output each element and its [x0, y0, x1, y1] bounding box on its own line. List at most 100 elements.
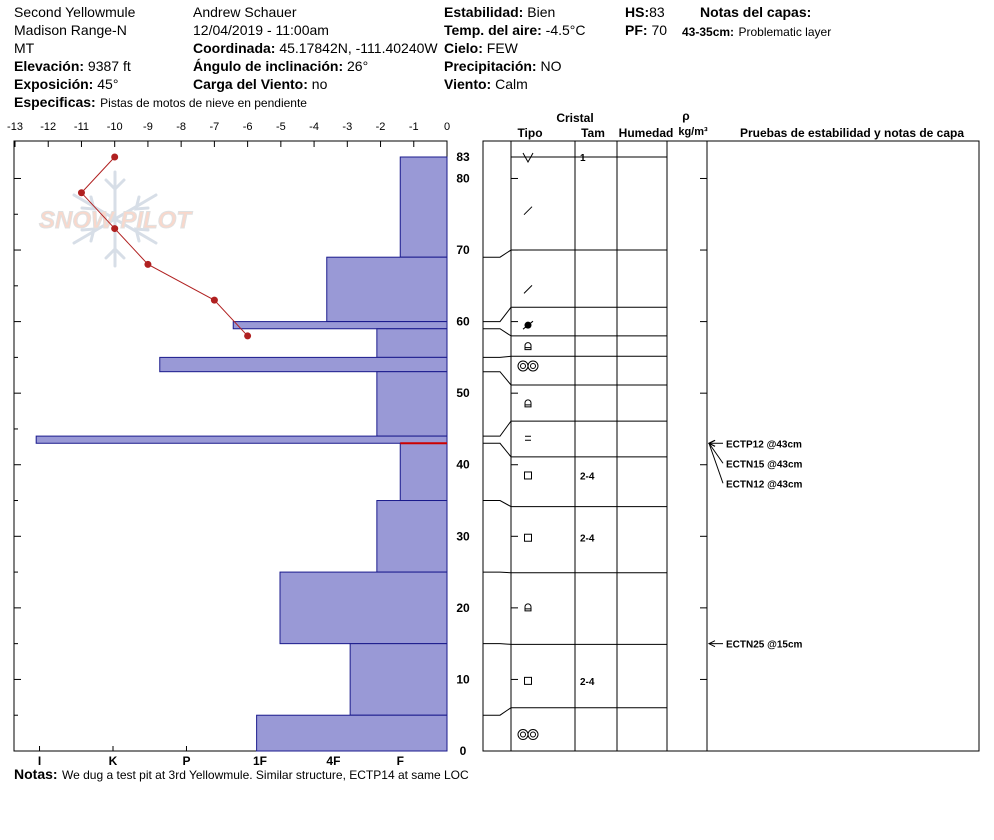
header-humedad: Humedad — [619, 126, 674, 140]
temp-tick-label: -7 — [209, 121, 219, 133]
stability-tests: ECTP12 @43cm ECTN15 @43cm ECTN12 @43cm ECTN… — [707, 439, 803, 651]
layer-boundary — [483, 371, 667, 386]
faceted-icon — [524, 676, 532, 685]
hardness-bar — [399, 442, 448, 502]
pf-label: PF: — [625, 22, 648, 38]
notes-label: Notas: — [14, 766, 58, 782]
hs-value: 83 — [649, 4, 665, 20]
snowpilot-logo: SNOW PILOT — [39, 170, 194, 268]
temp-tick-label: -1 — [409, 121, 419, 133]
layer-boundary — [483, 355, 667, 358]
hardness-bar — [159, 356, 448, 373]
height-tick-label: 80 — [456, 171, 470, 185]
hardness-bar — [326, 256, 448, 323]
notes-text: We dug a test pit at 3rd Yellowmule. Sim… — [62, 768, 469, 782]
temp-tick-label: -13 — [7, 121, 23, 133]
snow-height: HS:83 — [625, 5, 665, 19]
stability-test-label: ECTN25 @15cm — [726, 640, 803, 651]
faceted-icon — [524, 471, 532, 480]
hardness-tick-label: 1F — [253, 754, 267, 768]
hardness-tick-label: I — [38, 754, 41, 768]
hardness-bars — [35, 156, 448, 752]
hs-label: HS: — [625, 4, 650, 20]
air-temp: Temp. del aire: -4.5°C — [444, 23, 586, 37]
stability-label: Estabilidad: — [444, 4, 524, 20]
faceted-icon — [524, 533, 532, 542]
melt-icon — [517, 729, 529, 741]
grain-rounded-icon — [524, 342, 532, 351]
table-frame — [482, 140, 980, 752]
location-name: Second Yellowmule — [14, 4, 136, 20]
incline-label: Ángulo de inclinación: — [193, 58, 344, 74]
precip-label: Precipitación: — [444, 58, 537, 74]
hardness-tick-label: 4F — [326, 754, 340, 768]
grain-size: 2-4 — [580, 677, 595, 688]
stability-test-arrow — [707, 640, 716, 648]
layer-boundary — [483, 500, 667, 508]
sky: Cielo: FEW — [444, 41, 518, 55]
aspect-label: Exposición: — [14, 76, 94, 92]
height-tick-label: 60 — [456, 315, 470, 329]
layer-boundary — [483, 643, 667, 645]
melt-icon-inner — [530, 362, 536, 369]
date-time: 12/04/2019 - 11:00am — [193, 22, 329, 38]
hardness-tick-label: P — [182, 754, 190, 768]
stability-test-arrow — [707, 439, 716, 447]
temp-tick-label: -11 — [74, 121, 89, 133]
height-tick-label: 50 — [456, 386, 470, 400]
coordinates-value: 45.17842N, -111.40240W — [279, 40, 438, 56]
melt-icon-inner — [520, 731, 526, 738]
layer-notes-title: Notas del capas: — [700, 4, 812, 20]
wind-load: Carga del Viento: no — [193, 77, 327, 91]
specifics-label: Especificas: — [14, 94, 96, 110]
temperature-point — [77, 189, 85, 197]
elevation-value: 9387 ft — [87, 58, 131, 74]
stability-test-label: ECTP12 @43cm — [726, 439, 802, 450]
layer-table: Cristal Tipo Tam Humedad ρ kg/m³ Pruebas de es… — [482, 109, 980, 752]
temp-tick-label: -6 — [243, 121, 253, 133]
height-tick-label: 70 — [456, 243, 470, 257]
grain-melt-freeze-crust-icon — [522, 320, 534, 330]
stability: Estabilidad: Bien — [444, 5, 555, 19]
temperature-profile — [77, 153, 252, 340]
sky-value: FEW — [486, 40, 518, 56]
wind-value: Calm — [495, 76, 528, 92]
hardness-bar — [35, 435, 448, 444]
observer-name: Andrew Schauer — [193, 4, 297, 20]
decomposed-icon — [523, 206, 533, 216]
aspect-value: 45° — [97, 76, 119, 92]
grain-faceted-icon — [524, 676, 532, 685]
hardness-bar — [376, 328, 448, 358]
grain-surface-hoar-layer-icon — [525, 435, 531, 441]
rounded-icon — [524, 603, 532, 612]
incline-value: 26° — [347, 58, 369, 74]
header-rho: ρ — [682, 109, 689, 123]
specifics-value: Pistas de motos de nieve en pendiente — [100, 96, 307, 110]
temperature-point — [144, 260, 152, 268]
notes: Notas: We dug a test pit at 3rd Yellowmu… — [14, 767, 469, 783]
temp-tick-label: -9 — [143, 121, 153, 133]
temp-tick-label: -8 — [176, 121, 186, 133]
rounded-icon — [524, 399, 532, 408]
melt-icon — [517, 360, 529, 372]
melt-icon — [527, 360, 539, 372]
header-tests: Pruebas de estabilidad y notas de capa — [740, 126, 964, 140]
grain-size: 2-4 — [580, 471, 595, 482]
height-tick-label: 30 — [456, 529, 470, 543]
specifics: Especificas: Pistas de motos de nieve en… — [14, 95, 307, 111]
melt-icon-inner — [520, 362, 526, 369]
sky-label: Cielo: — [444, 40, 483, 56]
layer-boundary — [483, 442, 667, 458]
hardness-tick-label: F — [397, 754, 404, 768]
elevation-label: Elevación: — [14, 58, 85, 74]
air-temp-value: -4.5°C — [545, 22, 586, 38]
temperature-point — [210, 296, 218, 304]
elevation: Elevación: 9387 ft — [14, 59, 131, 73]
stability-test-label: ECTN15 @43cm — [726, 459, 803, 470]
pit-depth: PF: 70 — [625, 23, 667, 37]
height-tick-label: 83 — [456, 150, 470, 164]
temp-tick-label: -12 — [40, 121, 56, 133]
hardness-bar — [376, 500, 448, 573]
temp-tick-label: -5 — [276, 121, 286, 133]
height-tick-label: 20 — [456, 601, 470, 615]
